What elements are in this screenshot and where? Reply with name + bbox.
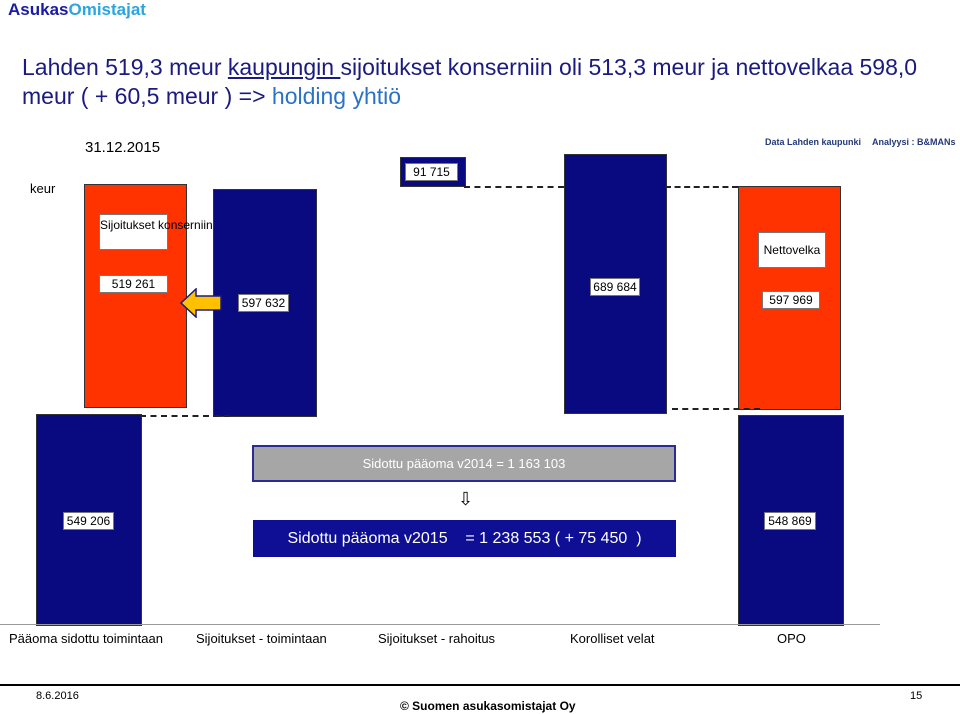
value-label-597969: 597 969 <box>762 291 820 309</box>
value-label-519261: 519 261 <box>99 275 168 293</box>
value-label-91715: 91 715 <box>405 163 458 181</box>
footer-date: 8.6.2016 <box>36 690 79 702</box>
page-number: 15 <box>910 690 923 702</box>
value-label-689684: 689 684 <box>590 278 640 296</box>
brand-part1: Asukas <box>8 0 69 19</box>
chart-date: 31.12.2015 <box>85 139 161 156</box>
x-axis-line <box>0 624 880 625</box>
title-line1-b: sijoitukset konserniin oli 513,3 meur ja… <box>340 54 918 80</box>
label-nettovelka: Nettovelka <box>758 232 826 268</box>
value-label-549206: 549 206 <box>63 512 114 530</box>
footer-copyright: © Suomen asukasomistajat Oy <box>400 699 576 713</box>
title-line1-a: Lahden 519,3 meur <box>22 54 228 80</box>
value-label-548869: 548 869 <box>764 512 816 530</box>
capital-2014-box: Sidottu pääoma v2014 = 1 163 103 <box>252 445 676 482</box>
category-label-3: Sijoitukset - rahoitus <box>378 631 496 646</box>
capital-2015-box: Sidottu pääoma v2015 = 1 238 553 ( + 75 … <box>253 520 676 557</box>
brand-part2: Omistajat <box>68 0 146 19</box>
label-sijoitukset-konserniin: Sijoitukset konserniin <box>99 214 213 250</box>
title-line2-highlight: holding yhtiö <box>271 83 402 109</box>
left-arrow-icon <box>180 288 222 318</box>
category-label-5: OPO <box>777 631 806 646</box>
connector-top-right <box>665 186 738 188</box>
category-label-1: Pääoma sidottu toimintaan <box>9 631 163 646</box>
brand-logo: AsukasOmistajat <box>8 0 146 20</box>
title-line2-a: meur ( + 60,5 meur ) => <box>22 83 272 109</box>
slide-title: Lahden 519,3 meur kaupungin sijoitukset … <box>22 53 942 111</box>
source-analysis: Analyysi : B&MANs <box>872 137 956 147</box>
source-data: Data Lahden kaupunki <box>765 137 862 147</box>
footer-line <box>0 684 960 686</box>
connector-top-left <box>464 186 564 188</box>
category-label-2: Sijoitukset - toimintaan <box>196 631 327 646</box>
down-arrow-icon: ⇩ <box>458 489 474 509</box>
unit-label: keur <box>30 181 56 196</box>
value-label-597632: 597 632 <box>238 294 289 312</box>
title-line1-underlined: kaupungin <box>227 54 341 80</box>
connector-bottom-left <box>140 415 230 417</box>
category-label-4: Korolliset velat <box>570 631 655 646</box>
connector-bottom-right <box>672 408 760 410</box>
